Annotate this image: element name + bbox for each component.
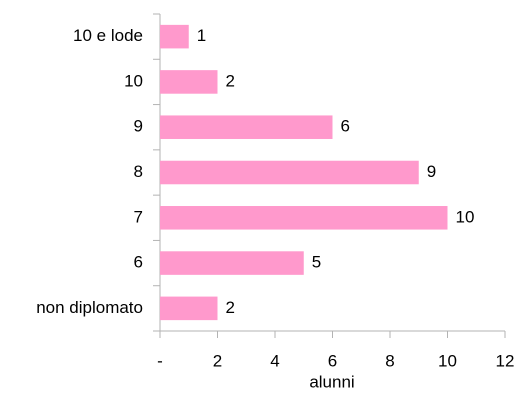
- x-tick-label: 4: [270, 351, 279, 370]
- data-label: 2: [226, 71, 235, 90]
- x-tick-label: 6: [328, 351, 337, 370]
- x-tick-label: 10: [438, 351, 457, 370]
- x-tick-label: 2: [213, 351, 222, 370]
- data-label: 2: [226, 298, 235, 317]
- data-label: 9: [427, 162, 436, 181]
- y-tick-label: 6: [134, 253, 143, 272]
- bar: [160, 296, 218, 321]
- data-label: 10: [456, 207, 475, 226]
- bar: [160, 160, 419, 185]
- y-tick-label: 8: [134, 162, 143, 181]
- bar: [160, 24, 189, 49]
- data-label: 5: [312, 253, 321, 272]
- data-label: 6: [341, 117, 350, 136]
- y-tick-label: 9: [134, 117, 143, 136]
- bar: [160, 251, 304, 275]
- x-tick-label: 8: [385, 351, 394, 370]
- bar: [160, 206, 448, 230]
- y-tick-label: 10: [124, 71, 143, 90]
- x-tick-label: -: [157, 351, 163, 370]
- x-axis-label: alunni: [309, 372, 354, 391]
- y-tick-label: 10 e lode: [73, 26, 143, 45]
- y-tick-label: non diplomato: [36, 298, 143, 317]
- data-label: 1: [197, 26, 206, 45]
- bar: [160, 115, 333, 139]
- bar: [160, 70, 218, 94]
- y-tick-label: 7: [134, 207, 143, 226]
- x-tick-label: 12: [496, 351, 515, 370]
